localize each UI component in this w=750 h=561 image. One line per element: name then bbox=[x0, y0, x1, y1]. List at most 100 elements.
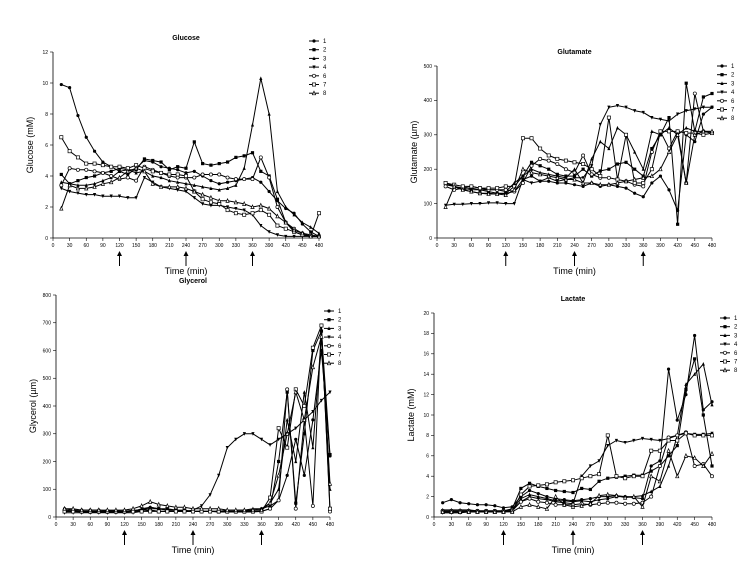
legend-marker bbox=[327, 343, 331, 348]
x-tick-label: 60 bbox=[83, 243, 89, 249]
data-point bbox=[563, 167, 568, 172]
y-tick-label: 0 bbox=[45, 236, 48, 242]
y-tick-label: 100 bbox=[43, 487, 52, 493]
data-point bbox=[70, 505, 76, 511]
data-point bbox=[225, 186, 230, 190]
data-point bbox=[165, 509, 170, 514]
data-point bbox=[458, 501, 462, 505]
legend-label: 1 bbox=[323, 39, 327, 45]
data-point bbox=[564, 181, 568, 185]
data-point bbox=[675, 433, 680, 438]
data-point bbox=[148, 505, 152, 509]
data-point bbox=[259, 224, 263, 228]
legend-entry: 2 bbox=[717, 73, 735, 79]
data-point bbox=[75, 167, 80, 172]
series-line bbox=[64, 391, 331, 514]
x-tick-label: 180 bbox=[534, 522, 543, 528]
data-point bbox=[175, 183, 180, 189]
series-6 bbox=[59, 155, 321, 239]
data-point bbox=[208, 194, 214, 200]
x-axis-label: Time (min) bbox=[552, 545, 595, 555]
arrow-head bbox=[640, 251, 646, 256]
legend-label: 4 bbox=[734, 342, 738, 348]
y-tick-label: 12 bbox=[423, 392, 429, 398]
legend-marker bbox=[327, 309, 331, 313]
legend-marker bbox=[723, 350, 727, 355]
data-point bbox=[242, 208, 246, 213]
legend-entry: 3 bbox=[309, 56, 327, 62]
data-point bbox=[133, 165, 139, 171]
legend-marker bbox=[720, 90, 724, 95]
data-point bbox=[693, 372, 697, 376]
arrow-head bbox=[572, 251, 577, 256]
data-point bbox=[580, 180, 586, 185]
data-point bbox=[692, 454, 697, 460]
data-point bbox=[667, 129, 671, 134]
series-line bbox=[442, 358, 713, 512]
data-point bbox=[317, 231, 321, 235]
legend-marker bbox=[722, 367, 728, 373]
series-3 bbox=[62, 334, 332, 514]
x-tick-label: 0 bbox=[433, 522, 436, 528]
data-point bbox=[67, 149, 72, 154]
data-point bbox=[140, 506, 144, 511]
data-point bbox=[92, 183, 97, 189]
data-point bbox=[100, 180, 106, 186]
y-tick-label: 200 bbox=[43, 459, 52, 465]
data-point bbox=[666, 438, 671, 443]
data-point bbox=[109, 194, 113, 199]
data-point bbox=[275, 213, 280, 219]
data-point bbox=[200, 197, 205, 202]
data-point bbox=[67, 166, 72, 171]
data-point bbox=[562, 501, 567, 507]
data-point bbox=[328, 390, 332, 395]
x-tick-label: 0 bbox=[55, 522, 58, 528]
data-point bbox=[518, 492, 523, 497]
data-point bbox=[710, 91, 714, 96]
data-point bbox=[529, 169, 534, 175]
data-point bbox=[126, 196, 130, 200]
x-tick-label: 150 bbox=[137, 522, 146, 528]
data-point bbox=[545, 498, 549, 502]
data-point bbox=[503, 187, 508, 192]
data-point bbox=[225, 160, 230, 164]
data-point bbox=[192, 140, 196, 144]
data-point bbox=[267, 175, 272, 180]
data-point bbox=[176, 188, 180, 192]
data-point bbox=[666, 464, 671, 468]
data-point bbox=[581, 184, 585, 188]
data-point bbox=[277, 459, 281, 464]
data-point bbox=[692, 91, 697, 96]
data-point bbox=[701, 362, 705, 366]
data-point bbox=[217, 187, 221, 192]
data-point bbox=[242, 154, 246, 158]
data-point bbox=[649, 167, 654, 172]
arrow-head bbox=[640, 530, 645, 535]
series-line bbox=[61, 84, 320, 237]
data-point bbox=[327, 480, 333, 486]
data-point bbox=[317, 211, 321, 216]
y-tick-label: 12 bbox=[42, 50, 48, 56]
data-point bbox=[233, 177, 238, 182]
legend-entry: 4 bbox=[309, 65, 327, 71]
series-4 bbox=[441, 431, 714, 515]
legend-label: 3 bbox=[731, 81, 735, 87]
x-tick-label: 150 bbox=[132, 243, 141, 249]
y-tick-label: 400 bbox=[43, 404, 52, 410]
data-point bbox=[667, 116, 671, 120]
data-point bbox=[250, 177, 255, 182]
data-point bbox=[216, 505, 221, 511]
data-point bbox=[512, 202, 516, 206]
data-point bbox=[300, 220, 304, 225]
series-1 bbox=[441, 333, 714, 510]
data-point bbox=[441, 501, 445, 505]
data-point bbox=[667, 188, 671, 192]
x-tick-label: 390 bbox=[656, 522, 665, 528]
data-point bbox=[555, 162, 560, 166]
data-point bbox=[233, 211, 238, 216]
series-8 bbox=[59, 165, 322, 239]
data-point bbox=[486, 186, 491, 191]
x-tick-label: 360 bbox=[248, 243, 257, 249]
data-point bbox=[443, 204, 448, 209]
